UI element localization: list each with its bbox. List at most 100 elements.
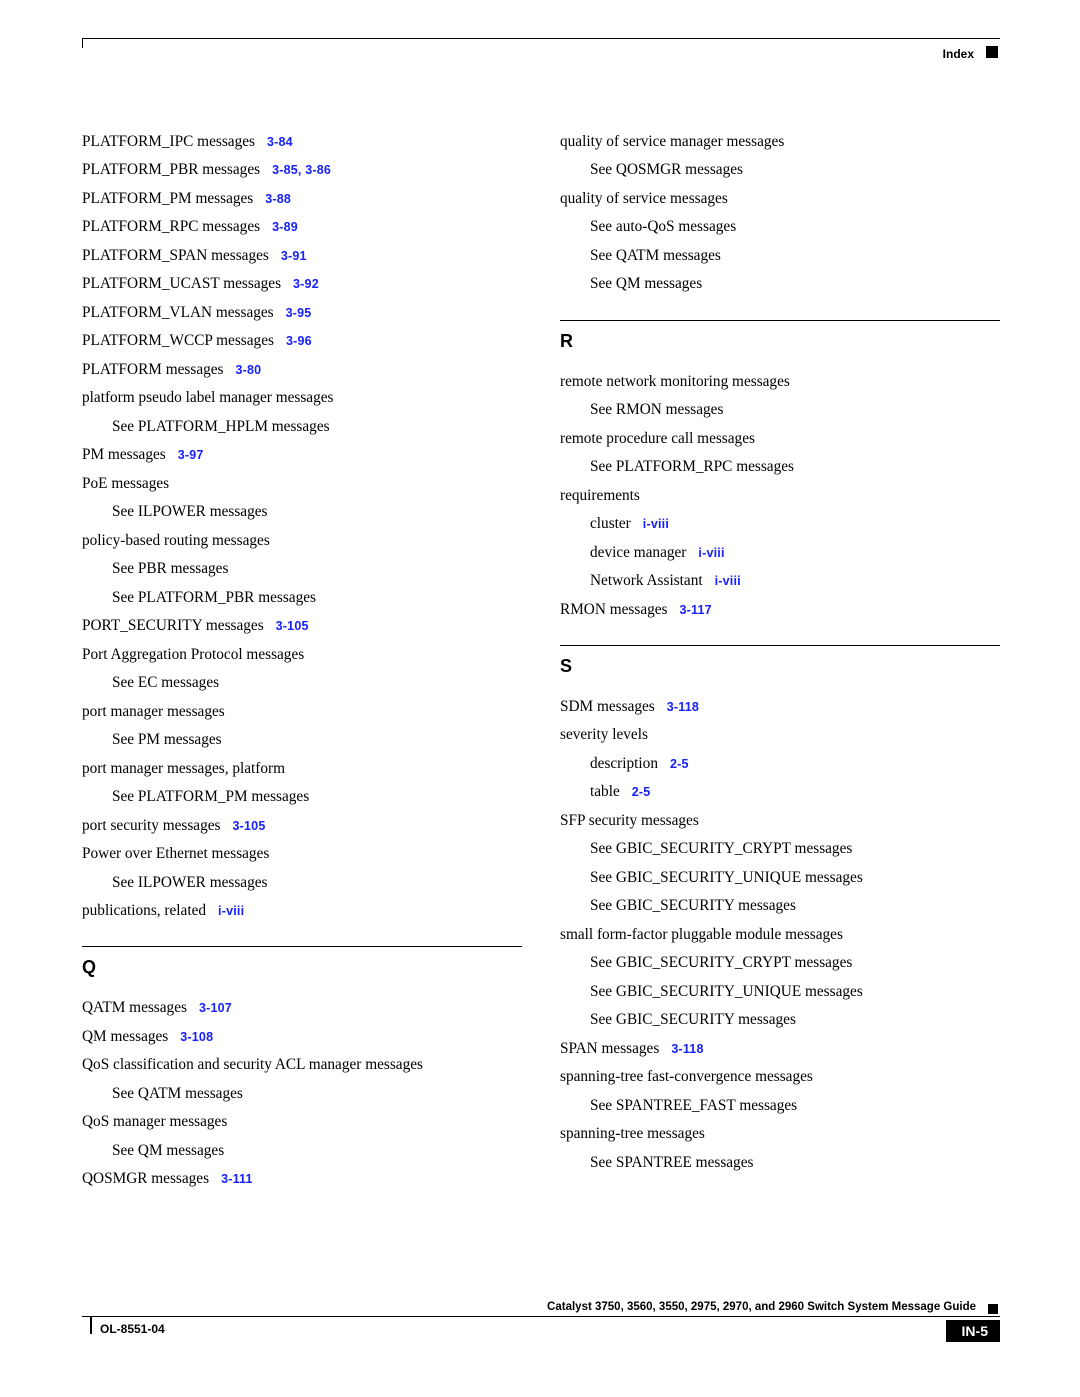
index-entry: Power over Ethernet messages (82, 846, 522, 861)
index-xref-link[interactable]: 3-80 (236, 363, 262, 377)
index-xref-link[interactable]: i-viii (698, 546, 724, 560)
index-entry-text: quality of service manager messages (560, 133, 784, 150)
index-xref-link[interactable]: i-viii (643, 517, 669, 531)
index-xref-link[interactable]: 3-88 (265, 192, 291, 206)
index-xref-link[interactable]: 3-108 (180, 1030, 213, 1044)
index-entry: See SPANTREE messages (560, 1155, 1000, 1170)
index-entry: remote procedure call messages (560, 431, 1000, 446)
index-entry-text: PLATFORM_WCCP messages (82, 332, 274, 349)
page: Index PLATFORM_IPC messages3-84PLATFORM_… (82, 38, 1000, 1358)
index-entry-text: See GBIC_SECURITY_CRYPT messages (590, 954, 852, 971)
index-entry-text: quality of service messages (560, 190, 728, 207)
index-xref-link[interactable]: 3-95 (286, 306, 312, 320)
index-entry-text: See GBIC_SECURITY_UNIQUE messages (590, 869, 863, 886)
index-entry-text: See GBIC_SECURITY messages (590, 897, 796, 914)
index-xref-link[interactable]: 2-5 (632, 785, 651, 799)
index-entry-text: See ILPOWER messages (112, 503, 268, 520)
index-entry: See ILPOWER messages (82, 504, 522, 519)
index-entry: QATM messages 3-107 (82, 1000, 522, 1015)
index-entry-text: See QM messages (112, 1142, 224, 1159)
column-right: quality of service manager messages See Q… (560, 134, 1000, 1200)
index-entry-text: table (590, 783, 620, 800)
index-xref-link[interactable]: 3-117 (680, 603, 712, 617)
index-entry-text: QATM messages (82, 999, 187, 1016)
index-xref-link[interactable]: 3-111 (221, 1172, 253, 1186)
index-entry-text: QOSMGR messages (82, 1170, 209, 1187)
section-rule (82, 946, 522, 947)
index-entry: See GBIC_SECURITY messages (560, 898, 1000, 913)
index-entry: requirements (560, 488, 1000, 503)
index-entry-text: See GBIC_SECURITY messages (590, 1011, 796, 1028)
index-entry: See auto-QoS messages (560, 219, 1000, 234)
index-entry: See GBIC_SECURITY_CRYPT messages (560, 955, 1000, 970)
index-entry-text: See PLATFORM_PBR messages (112, 589, 316, 606)
index-xref-link[interactable]: 3-105 (276, 619, 309, 633)
index-entry-text: See QM messages (590, 275, 702, 292)
index-entry: remote network monitoring messages (560, 374, 1000, 389)
index-entry: quality of service manager messages (560, 134, 1000, 149)
index-entry-text: port manager messages (82, 703, 225, 720)
index-xref-link[interactable]: 2-5 (670, 757, 689, 771)
index-xref-link[interactable]: i-viii (218, 904, 244, 918)
index-xref-link[interactable]: 3-85, 3-86 (272, 163, 331, 177)
index-xref-link[interactable]: 3-118 (671, 1042, 703, 1056)
index-entry-text: QM messages (82, 1028, 168, 1045)
index-entry-text: See PLATFORM_HPLM messages (112, 418, 330, 435)
index-xref-link[interactable]: 3-96 (286, 334, 312, 348)
index-entry: spanning-tree messages (560, 1126, 1000, 1141)
index-entry-text: severity levels (560, 726, 648, 743)
index-entry-text: PLATFORM_PM messages (82, 190, 253, 207)
index-entry-text: SDM messages (560, 698, 655, 715)
index-entry-text: See QOSMGR messages (590, 161, 743, 178)
index-entry: QOSMGR messages 3-111 (82, 1171, 522, 1186)
index-xref-link[interactable]: 3-89 (272, 220, 298, 234)
index-xref-link[interactable]: 3-105 (233, 819, 266, 833)
index-entry-text: port security messages (82, 817, 221, 834)
column-left: PLATFORM_IPC messages 3-84 PLATFORM_PBR me… (82, 134, 522, 1200)
index-entry: See PM messages (82, 732, 522, 747)
index-entry-text: Power over Ethernet messages (82, 845, 269, 862)
index-entry: See SPANTREE_FAST messages (560, 1098, 1000, 1113)
index-entry-text: See auto-QoS messages (590, 218, 736, 235)
index-entry-text: See GBIC_SECURITY_CRYPT messages (590, 840, 852, 857)
index-entry: PLATFORM_SPAN messages3-91 (82, 248, 522, 263)
index-entry: port manager messages (82, 704, 522, 719)
index-entry: See QM messages (82, 1143, 522, 1158)
index-entry: PLATFORM_PBR messages3-85, 3-86 (82, 162, 522, 177)
index-xref-link[interactable]: 3-92 (293, 277, 319, 291)
index-entry: PLATFORM_RPC messages 3-89 (82, 219, 522, 234)
index-entry: QM messages 3-108 (82, 1029, 522, 1044)
footer-doc-number: OL-8551-04 (100, 1322, 165, 1336)
footer-square-icon (988, 1304, 998, 1314)
index-entry-text: See EC messages (112, 674, 219, 691)
section-rule (560, 645, 1000, 646)
index-entry: PORT_SECURITY messages3-105 (82, 618, 522, 633)
index-entry-text: SFP security messages (560, 812, 699, 829)
index-xref-link[interactable]: 3-91 (281, 249, 307, 263)
footer-rule (82, 1316, 1000, 1317)
index-xref-link[interactable]: 3-97 (178, 448, 204, 462)
index-columns: PLATFORM_IPC messages 3-84 PLATFORM_PBR me… (82, 134, 1000, 1200)
index-entry-text: Port Aggregation Protocol messages (82, 646, 304, 663)
top-rule (82, 38, 1000, 39)
index-xref-link[interactable]: 3-107 (199, 1001, 232, 1015)
index-entry: publications, relatedi-viii (82, 903, 522, 918)
index-entry: SFP security messages (560, 813, 1000, 828)
index-xref-link[interactable]: 3-84 (267, 135, 293, 149)
index-entry-text: SPAN messages (560, 1040, 659, 1057)
index-entry-text: requirements (560, 487, 640, 504)
index-entry-text: PLATFORM_IPC messages (82, 133, 255, 150)
index-entry: severity levels (560, 727, 1000, 742)
index-entry-text: See PLATFORM_PM messages (112, 788, 309, 805)
index-entry-text: PLATFORM_UCAST messages (82, 275, 281, 292)
index-xref-link[interactable]: i-viii (715, 574, 741, 588)
index-entry: See GBIC_SECURITY_UNIQUE messages (560, 870, 1000, 885)
index-entry: See PLATFORM_PBR messages (82, 590, 522, 605)
index-entry: port security messages 3-105 (82, 818, 522, 833)
index-entry-text: PM messages (82, 446, 166, 463)
index-entry-text: PLATFORM_RPC messages (82, 218, 260, 235)
index-entry-text: PLATFORM messages (82, 361, 224, 378)
index-entry: See PLATFORM_HPLM messages (82, 419, 522, 434)
index-entry-text: policy-based routing messages (82, 532, 270, 549)
index-xref-link[interactable]: 3-118 (667, 700, 699, 714)
